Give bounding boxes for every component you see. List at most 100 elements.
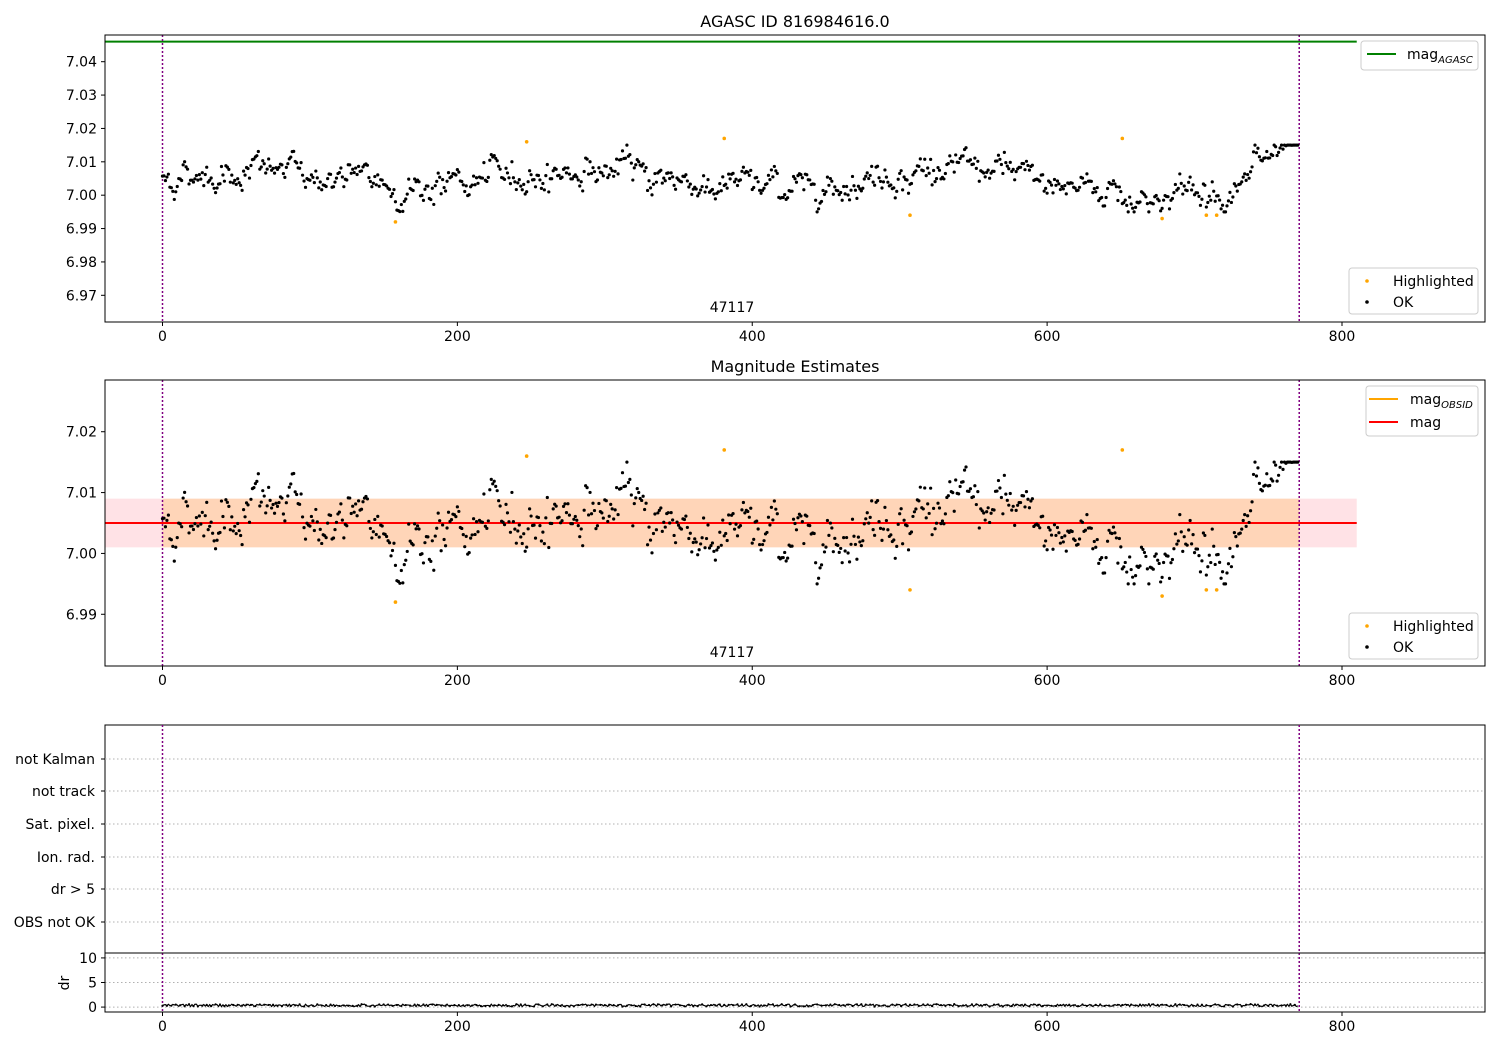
ok-point xyxy=(731,171,735,175)
ok-point xyxy=(455,168,459,172)
dr-point xyxy=(1218,1004,1221,1007)
ok-point xyxy=(859,189,863,193)
ok-point xyxy=(1187,528,1191,532)
ok-point xyxy=(1002,150,1006,154)
panel-magnitude-estimates: Magnitude Estimates 0 200 400 600 8006.997.0… xyxy=(66,357,1486,689)
ok-point xyxy=(1051,547,1055,551)
ok-point xyxy=(541,530,545,534)
dr-point xyxy=(581,1003,584,1006)
ok-point xyxy=(405,549,409,554)
ok-point xyxy=(385,534,389,539)
ok-point xyxy=(853,188,858,192)
ok-point xyxy=(615,157,619,161)
ok-point xyxy=(1005,498,1009,502)
ok-point xyxy=(846,193,850,197)
ok-point xyxy=(924,174,928,178)
ok-point xyxy=(1095,185,1099,190)
ok-point xyxy=(1207,553,1211,557)
highlighted-point xyxy=(1204,588,1209,592)
ok-point xyxy=(408,539,412,543)
ok-point xyxy=(398,581,402,585)
ok-point xyxy=(1122,565,1126,569)
ok-point xyxy=(497,164,501,168)
ok-point xyxy=(368,526,372,531)
ok-point xyxy=(261,489,265,493)
dr-point xyxy=(218,1003,222,1006)
dr-point xyxy=(895,1003,898,1006)
ok-point xyxy=(802,541,806,546)
ok-point xyxy=(1271,479,1275,483)
panel2-legend-bottom: Highlighted OK xyxy=(1348,612,1479,660)
ok-point xyxy=(299,160,303,165)
ok-point xyxy=(896,522,900,526)
ok-point xyxy=(230,173,234,177)
ok-point xyxy=(1027,168,1032,172)
ok-point xyxy=(1188,175,1192,179)
ok-point xyxy=(749,168,753,173)
ok-point xyxy=(420,552,424,556)
ok-point xyxy=(952,170,956,174)
ok-point xyxy=(837,550,841,554)
ok-point xyxy=(1281,147,1285,151)
ok-point xyxy=(703,190,707,194)
ok-point xyxy=(640,164,644,168)
ok-point xyxy=(905,524,909,528)
dr-point xyxy=(1191,1004,1195,1007)
ok-point xyxy=(995,489,999,493)
y-tick-label: 7.02 xyxy=(66,425,97,441)
ok-point xyxy=(812,182,816,186)
ok-point xyxy=(911,514,915,519)
ok-point xyxy=(1044,539,1048,543)
ok-point xyxy=(641,494,645,498)
ok-point xyxy=(1219,207,1223,211)
dr-point xyxy=(559,1004,562,1007)
ok-point xyxy=(491,482,495,486)
ok-point xyxy=(206,528,210,532)
dr-point xyxy=(333,1004,337,1008)
ok-point xyxy=(1197,554,1201,558)
ok-point xyxy=(645,543,650,547)
ok-point xyxy=(623,484,628,488)
ok-point xyxy=(1210,527,1214,531)
dr-point xyxy=(417,1004,421,1007)
ok-point xyxy=(433,184,437,188)
ok-point xyxy=(847,560,852,564)
ok-point xyxy=(926,166,930,170)
ok-point xyxy=(1279,460,1284,464)
ok-point xyxy=(274,501,278,505)
ok-point xyxy=(735,534,740,538)
ok-point xyxy=(471,174,476,178)
dr-point xyxy=(373,1005,376,1008)
ok-point xyxy=(725,186,729,190)
ok-point xyxy=(943,512,947,516)
dr-point xyxy=(1103,1004,1106,1008)
panel1-frame xyxy=(104,34,1486,323)
ok-point xyxy=(547,545,551,550)
ok-point xyxy=(1105,186,1110,191)
dr-point xyxy=(908,1003,912,1006)
ok-point xyxy=(390,548,395,553)
flag-label-obs-not-ok: OBS not OK xyxy=(14,915,96,931)
ok-point xyxy=(704,536,709,541)
ok-point xyxy=(1064,549,1068,553)
dr-point xyxy=(506,1004,509,1008)
y-tick-label: 7.00 xyxy=(66,188,97,204)
ok-point xyxy=(845,184,849,189)
ok-point xyxy=(376,514,380,518)
ok-point xyxy=(793,521,797,526)
ok-point xyxy=(261,159,265,163)
ok-point xyxy=(1051,191,1055,195)
ok-point xyxy=(701,516,706,520)
ok-point xyxy=(560,175,564,179)
ok-point xyxy=(1243,172,1247,176)
ok-point xyxy=(237,181,241,185)
dr-point xyxy=(984,1003,987,1006)
ok-point xyxy=(1070,181,1074,185)
ok-point xyxy=(494,156,498,161)
ok-point xyxy=(371,181,375,185)
ok-point xyxy=(420,193,424,197)
ok-point xyxy=(822,550,827,554)
ok-point xyxy=(731,511,735,516)
ok-point xyxy=(909,530,914,534)
ok-point xyxy=(280,496,284,500)
